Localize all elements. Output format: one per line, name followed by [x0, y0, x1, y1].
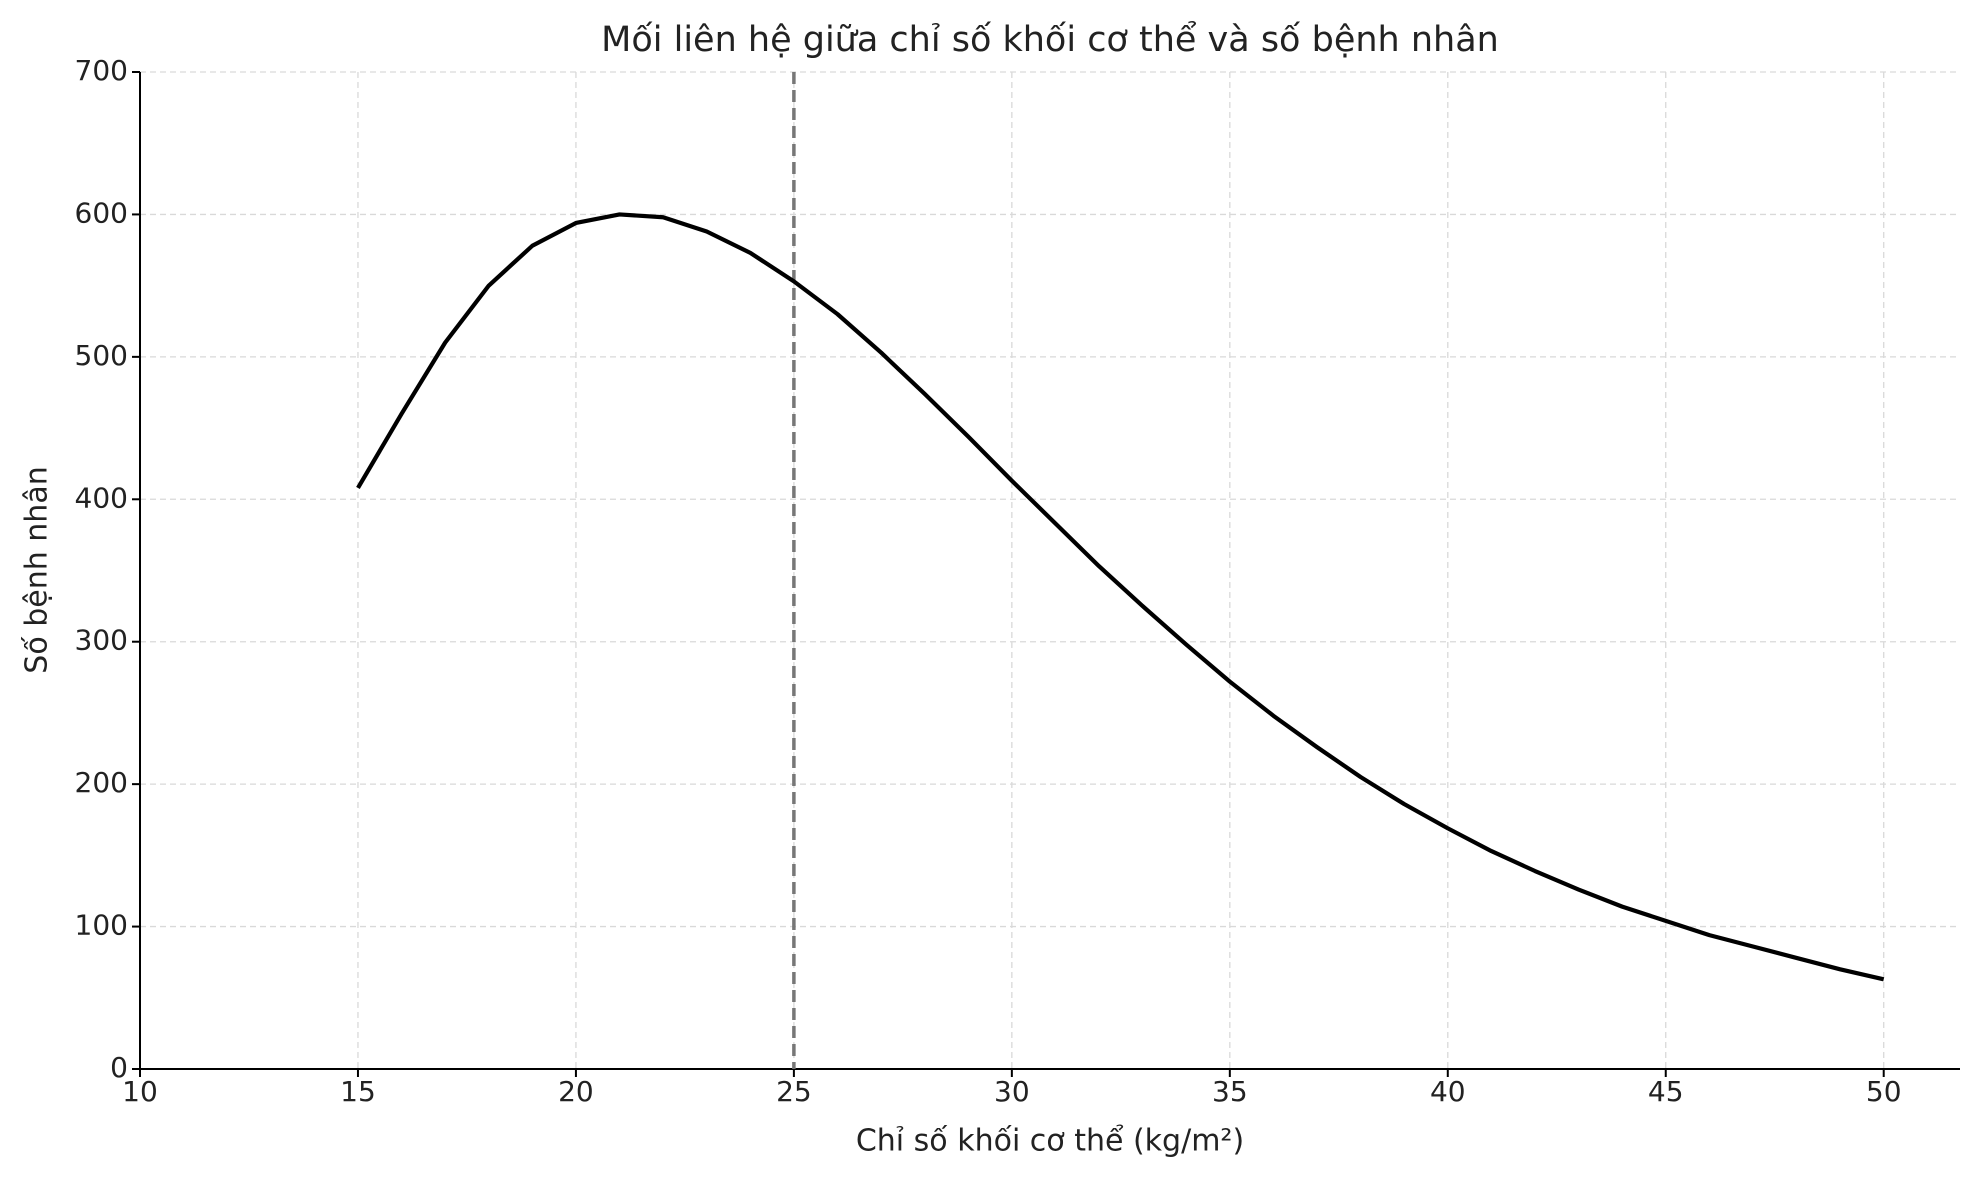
y-tick-label: 700	[75, 54, 128, 87]
x-tick-label: 50	[1866, 1075, 1902, 1108]
y-tick-label: 300	[75, 624, 128, 657]
y-tick-label: 200	[75, 766, 128, 799]
x-axis-label: Chỉ số khối cơ thể (kg/m²)	[856, 1123, 1244, 1159]
x-tick-label: 35	[1212, 1075, 1248, 1108]
x-tick-label: 40	[1430, 1075, 1466, 1108]
x-tick-label: 25	[776, 1075, 812, 1108]
y-tick-label: 100	[75, 909, 128, 942]
x-tick-label: 45	[1648, 1075, 1684, 1108]
x-tick-label: 20	[558, 1075, 594, 1108]
x-tick-label: 15	[340, 1075, 376, 1108]
data-line	[356, 212, 1885, 982]
y-tick-label: 600	[75, 196, 128, 229]
chart-title: Mối liên hệ giữa chỉ số khối cơ thể và s…	[601, 19, 1499, 60]
y-axis-label: Số bệnh nhân	[20, 466, 55, 673]
y-tick-label: 400	[75, 481, 128, 514]
y-tick-label: 0	[110, 1051, 128, 1084]
x-tick-label: 30	[994, 1075, 1030, 1108]
y-tick-label: 500	[75, 339, 128, 372]
x-tick-label: 10	[122, 1075, 158, 1108]
